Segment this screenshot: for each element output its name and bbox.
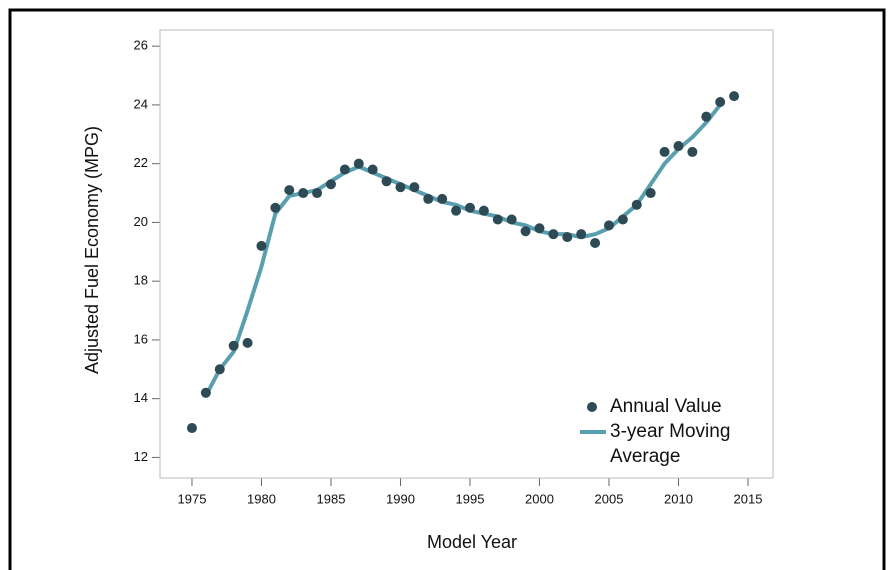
- data-point: [381, 176, 392, 187]
- y-tick-label: 26: [134, 38, 148, 53]
- legend-key: [576, 419, 610, 444]
- x-tick-label: 1975: [178, 491, 207, 506]
- data-point: [701, 111, 712, 122]
- data-point: [367, 164, 378, 175]
- data-point: [325, 179, 336, 190]
- x-axis-title: Model Year: [427, 532, 517, 552]
- data-point: [242, 337, 253, 348]
- data-point: [590, 237, 601, 248]
- y-tick-label: 24: [134, 96, 148, 111]
- data-point: [256, 240, 267, 251]
- data-point: [534, 223, 545, 234]
- y-tick-label: 22: [134, 155, 148, 170]
- legend-key: [576, 394, 610, 419]
- data-point: [214, 364, 225, 375]
- legend-label: Annual Value: [610, 396, 722, 417]
- data-point: [520, 226, 531, 237]
- y-tick-label: 18: [134, 273, 148, 288]
- legend-item: Annual Value: [576, 394, 766, 419]
- y-tick-label: 12: [134, 449, 148, 464]
- legend: Annual Value 3-year Moving Average: [576, 394, 766, 469]
- data-point: [631, 199, 642, 210]
- data-point: [687, 146, 698, 157]
- data-point: [353, 158, 364, 169]
- x-tick-label: 1980: [247, 491, 276, 506]
- x-tick-label: 2000: [525, 491, 554, 506]
- data-point: [645, 188, 656, 199]
- data-point: [437, 193, 448, 204]
- y-axis-title: Adjusted Fuel Economy (MPG): [82, 126, 102, 374]
- data-point: [186, 423, 197, 434]
- data-point: [562, 232, 573, 243]
- data-point: [617, 214, 628, 225]
- x-tick-label: 2010: [664, 491, 693, 506]
- data-point: [312, 188, 323, 199]
- data-point: [492, 214, 503, 225]
- data-point: [729, 91, 740, 102]
- x-tick-label: 1990: [386, 491, 415, 506]
- data-point: [284, 185, 295, 196]
- data-point: [395, 182, 406, 193]
- data-point: [673, 141, 684, 152]
- data-point: [464, 202, 475, 213]
- data-point: [200, 387, 211, 398]
- legend-label: 3-year Moving Average: [610, 421, 731, 467]
- data-point: [576, 229, 587, 240]
- data-point: [659, 146, 670, 157]
- data-point: [603, 220, 614, 231]
- data-point: [339, 164, 350, 175]
- legend-marker: [587, 402, 597, 412]
- x-tick-label: 1985: [317, 491, 346, 506]
- data-point: [270, 202, 281, 213]
- data-point: [548, 229, 559, 240]
- data-point: [298, 188, 309, 199]
- data-point: [715, 96, 726, 107]
- y-tick-label: 20: [134, 214, 148, 229]
- frame: [8, 8, 886, 570]
- x-tick-label: 2015: [734, 491, 763, 506]
- data-point: [228, 340, 239, 351]
- legend-swatch: [580, 430, 606, 434]
- legend-item: 3-year Moving Average: [576, 419, 766, 469]
- plot-area: [159, 29, 774, 479]
- data-point: [423, 193, 434, 204]
- data-point: [506, 214, 517, 225]
- data-point: [409, 182, 420, 193]
- x-tick-label: 1995: [456, 491, 485, 506]
- data-point: [478, 205, 489, 216]
- x-tick-label: 2005: [595, 491, 624, 506]
- data-point: [451, 205, 462, 216]
- y-tick-label: 16: [134, 331, 148, 346]
- legend-swatch: [587, 402, 597, 412]
- y-tick-label: 14: [134, 390, 148, 405]
